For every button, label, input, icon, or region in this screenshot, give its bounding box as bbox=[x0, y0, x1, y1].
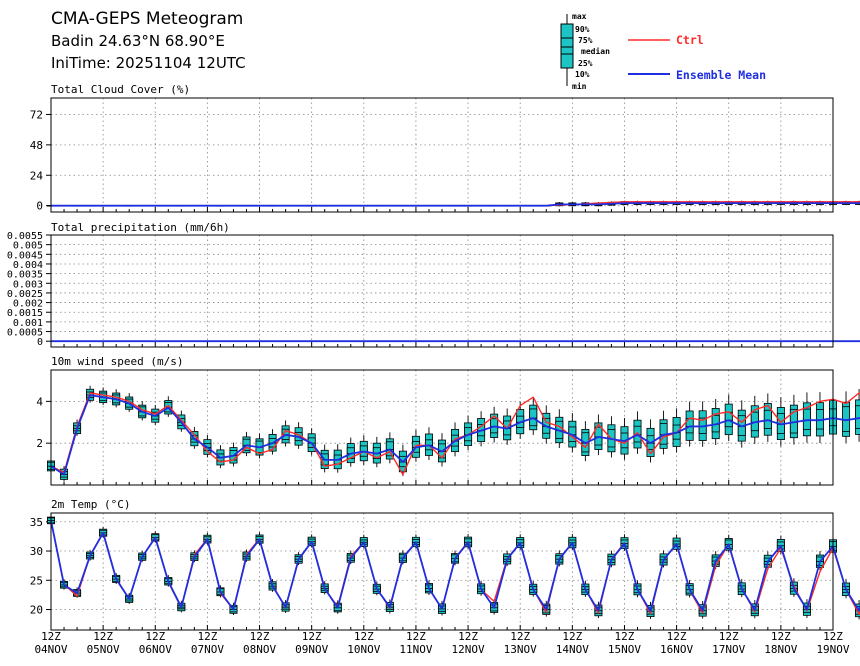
legend-10: 10% bbox=[575, 70, 590, 79]
x-label-date: 19NOV bbox=[816, 643, 849, 656]
location-label: Badin 24.63°N 68.90°E bbox=[51, 32, 225, 50]
x-label-hour: 12Z bbox=[562, 630, 582, 643]
legend-ctrl-label: Ctrl bbox=[676, 33, 704, 47]
ensemble-mean-line bbox=[50, 520, 860, 613]
x-label-date: 07NOV bbox=[191, 643, 224, 656]
x-axis-labels: 12Z04NOV12Z05NOV12Z06NOV12Z07NOV12Z08NOV… bbox=[34, 630, 849, 656]
x-label-hour: 12Z bbox=[823, 630, 843, 643]
legend-max: max bbox=[572, 12, 587, 21]
legend-box-upper-outer bbox=[560, 23, 574, 39]
x-label-date: 17NOV bbox=[712, 643, 745, 656]
panel-title: 2m Temp (°C) bbox=[51, 498, 130, 511]
y-tick-label: 48 bbox=[30, 139, 43, 152]
x-label-hour: 12Z bbox=[41, 630, 61, 643]
y-tick-label: 35 bbox=[30, 516, 43, 529]
x-label-hour: 12Z bbox=[510, 630, 530, 643]
x-label-hour: 12Z bbox=[406, 630, 426, 643]
x-label-hour: 12Z bbox=[458, 630, 478, 643]
x-label-date: 13NOV bbox=[504, 643, 537, 656]
panel-frame bbox=[50, 97, 834, 213]
legend-box-inner bbox=[560, 37, 574, 55]
y-tick-label: 25 bbox=[30, 574, 43, 587]
y-tick-label: 0.004 bbox=[13, 260, 43, 271]
legend-min: min bbox=[572, 81, 587, 91]
panel-2: Total precipitation (mm/6h)00.00050.0010… bbox=[7, 221, 860, 348]
panel-title: Total Cloud Cover (%) bbox=[51, 83, 190, 96]
legend-box-lower-outer bbox=[560, 53, 574, 69]
box-inner bbox=[855, 405, 860, 429]
y-tick-label: 4 bbox=[36, 395, 43, 408]
ensemble-mean-line bbox=[51, 340, 860, 343]
boxplot-legend: max 90% 75% median 25% 10% min bbox=[560, 12, 610, 91]
y-tick-label: 0.001 bbox=[13, 318, 43, 329]
legend-mean-label: Ensemble Mean bbox=[676, 68, 766, 82]
y-tick-label: 72 bbox=[30, 108, 43, 121]
y-tick-label: 0.0025 bbox=[7, 289, 43, 300]
x-label-date: 11NOV bbox=[399, 643, 432, 656]
panel-frame bbox=[50, 369, 834, 486]
x-label-hour: 12Z bbox=[354, 630, 374, 643]
init-time-label: IniTime: 20251104 12UTC bbox=[51, 54, 246, 72]
ctrl-line bbox=[50, 520, 860, 615]
x-label-hour: 12Z bbox=[93, 630, 113, 643]
chart-title: CMA-GEPS Meteogram bbox=[51, 9, 243, 29]
x-label-date: 05NOV bbox=[87, 643, 120, 656]
panel-1: Total Cloud Cover (%) 0 24 48 72 bbox=[30, 83, 860, 213]
panel-4: 2m Temp (°C) 20 25 30 35 bbox=[30, 498, 860, 631]
ensemble-mean-line bbox=[50, 394, 860, 476]
x-label-hour: 12Z bbox=[250, 630, 270, 643]
x-label-hour: 12Z bbox=[667, 630, 687, 643]
y-tick-label: 0.0045 bbox=[7, 250, 43, 261]
ensemble-mean-line bbox=[51, 202, 860, 207]
y-tick-label: 0.0015 bbox=[7, 308, 43, 319]
x-label-date: 06NOV bbox=[139, 643, 172, 656]
y-tick-label: 30 bbox=[30, 545, 43, 558]
ctrl-line bbox=[50, 392, 860, 476]
x-label-date: 18NOV bbox=[764, 643, 797, 656]
panel-frame bbox=[50, 512, 834, 631]
panel-title: 10m wind speed (m/s) bbox=[51, 355, 183, 368]
x-label-date: 08NOV bbox=[243, 643, 276, 656]
x-label-hour: 12Z bbox=[302, 630, 322, 643]
panel-3: 10m wind speed (m/s) 2 4 bbox=[36, 355, 860, 486]
x-label-date: 15NOV bbox=[608, 643, 641, 656]
x-label-hour: 12Z bbox=[145, 630, 165, 643]
y-tick-label: 24 bbox=[30, 169, 44, 182]
x-label-date: 14NOV bbox=[556, 643, 589, 656]
legend-median: median bbox=[581, 46, 610, 56]
x-label-date: 09NOV bbox=[295, 643, 328, 656]
x-label-date: 04NOV bbox=[34, 643, 67, 656]
y-tick-label: 0 bbox=[37, 337, 43, 348]
panel-title: Total precipitation (mm/6h) bbox=[51, 221, 230, 234]
legend-75: 75% bbox=[578, 36, 593, 45]
y-tick-label: 0.002 bbox=[13, 299, 43, 310]
y-tick-label: 0.0005 bbox=[7, 328, 43, 339]
x-label-date: 10NOV bbox=[347, 643, 380, 656]
y-tick-label: 0.0035 bbox=[7, 270, 43, 281]
box-inner bbox=[802, 408, 811, 430]
panel-frame bbox=[50, 234, 834, 348]
legend-25: 25% bbox=[578, 59, 593, 68]
x-label-hour: 12Z bbox=[197, 630, 217, 643]
x-label-hour: 12Z bbox=[615, 630, 635, 643]
y-tick-label: 0.003 bbox=[13, 279, 43, 290]
y-tick-label: 2 bbox=[36, 437, 43, 450]
x-label-hour: 12Z bbox=[771, 630, 791, 643]
x-label-date: 16NOV bbox=[660, 643, 693, 656]
y-tick-label: 20 bbox=[30, 604, 43, 617]
y-tick-label: 0 bbox=[36, 200, 43, 213]
x-label-hour: 12Z bbox=[719, 630, 739, 643]
x-label-date: 12NOV bbox=[452, 643, 485, 656]
y-tick-label: 0.0055 bbox=[7, 231, 43, 242]
legend-90: 90% bbox=[575, 25, 590, 34]
series-legend: Ctrl Ensemble Mean bbox=[628, 33, 766, 82]
y-tick-label: 0.005 bbox=[13, 241, 43, 252]
